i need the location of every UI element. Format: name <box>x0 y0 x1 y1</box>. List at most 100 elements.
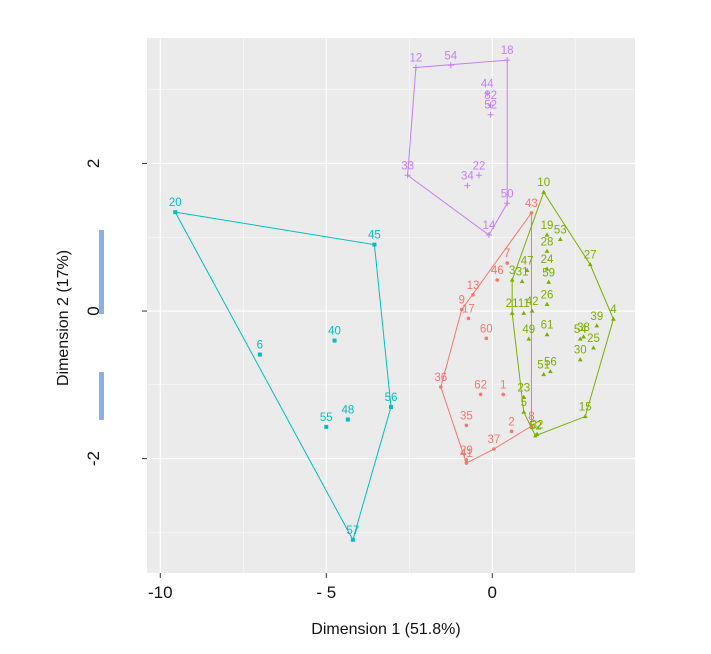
data-point <box>389 404 393 409</box>
data-label: 32 <box>531 419 544 431</box>
data-label: 23 <box>517 382 530 394</box>
data-label: 6 <box>257 340 263 352</box>
data-label: 44 <box>481 78 494 90</box>
data-point <box>478 392 483 397</box>
data-point <box>547 368 553 374</box>
data-point <box>372 242 377 247</box>
data-label: 37 <box>488 434 501 446</box>
data-label: 34 <box>461 171 474 183</box>
y-tick-label: 0 <box>84 306 103 315</box>
plot-panel <box>147 38 635 573</box>
data-point <box>505 261 509 265</box>
data-point <box>544 301 550 306</box>
data-label: 24 <box>541 254 554 266</box>
data-label: 43 <box>525 198 538 210</box>
data-label: 52 <box>484 100 497 112</box>
data-point <box>533 433 538 438</box>
data-point <box>484 90 491 97</box>
data-label: 1 <box>500 379 506 391</box>
data-label: 33 <box>401 160 414 172</box>
data-point <box>459 307 464 312</box>
data-point <box>332 338 337 343</box>
data-point <box>501 392 506 397</box>
data-point <box>487 102 494 109</box>
data-label: 19 <box>541 220 554 232</box>
data-point <box>471 293 475 297</box>
data-points <box>173 57 616 542</box>
data-point <box>475 172 482 179</box>
data-label: 42 <box>526 296 539 308</box>
data-point <box>521 409 527 414</box>
data-point <box>546 279 552 284</box>
data-label: 82 <box>484 90 497 102</box>
x-tick-label: 0 <box>488 583 497 602</box>
data-label: 9 <box>459 295 465 307</box>
data-label: 30 <box>574 345 587 357</box>
data-point <box>464 423 469 428</box>
data-label: 48 <box>341 405 354 417</box>
data-label: 12 <box>409 53 422 65</box>
data-label: 18 <box>501 45 514 57</box>
data-label: 4 <box>610 304 617 316</box>
data-point <box>485 232 492 239</box>
data-label: 52 <box>529 421 542 433</box>
data-point <box>581 334 586 339</box>
data-point <box>257 352 262 357</box>
data-label: 62 <box>474 379 487 391</box>
data-label: 21 <box>506 298 519 310</box>
data-label: 26 <box>541 289 554 301</box>
data-point <box>464 461 469 465</box>
minor-gridlines <box>147 38 635 573</box>
data-point <box>509 310 515 315</box>
data-point <box>412 64 419 71</box>
data-point <box>492 447 496 451</box>
data-point <box>504 57 511 64</box>
data-label: 17 <box>462 303 475 315</box>
data-label: 40 <box>328 326 341 338</box>
data-point <box>544 266 550 271</box>
data-label: 31 <box>516 267 529 279</box>
data-point <box>173 210 178 215</box>
data-point <box>438 385 443 389</box>
data-point <box>324 424 329 429</box>
data-point <box>487 111 494 118</box>
data-label: 38 <box>577 322 590 334</box>
data-label: 60 <box>480 323 493 335</box>
data-label: 36 <box>434 372 447 384</box>
data-point <box>466 316 471 321</box>
data-label: 20 <box>169 197 182 209</box>
data-point <box>594 323 600 328</box>
data-point <box>404 172 411 179</box>
data-point <box>591 345 596 350</box>
data-label: 8 <box>528 411 534 423</box>
data-point <box>504 200 511 207</box>
data-label: 7 <box>504 248 510 260</box>
data-point <box>519 278 525 284</box>
data-point <box>577 336 583 341</box>
data-point <box>495 278 500 282</box>
data-label: 13 <box>467 280 480 292</box>
data-point <box>464 458 469 462</box>
data-label: 27 <box>584 250 597 262</box>
data-point <box>526 336 532 341</box>
data-label: 59 <box>542 267 555 279</box>
data-label: 39 <box>590 311 603 323</box>
data-label: 10 <box>537 177 550 189</box>
point-labels: 1278913172935363741434660623451011151921… <box>169 45 617 537</box>
data-label: 41 <box>460 448 473 460</box>
data-point <box>529 424 534 428</box>
data-label: 45 <box>368 230 381 242</box>
data-label: 35 <box>460 410 473 422</box>
data-point <box>611 316 616 321</box>
data-point <box>521 394 527 399</box>
data-label: 15 <box>579 402 592 414</box>
data-point <box>484 336 489 341</box>
data-label: 57 <box>346 525 359 537</box>
data-point <box>541 371 547 377</box>
data-label: 56 <box>385 392 398 404</box>
data-point <box>345 417 350 422</box>
data-point <box>544 248 550 253</box>
data-point <box>350 537 355 542</box>
data-point <box>447 62 454 69</box>
